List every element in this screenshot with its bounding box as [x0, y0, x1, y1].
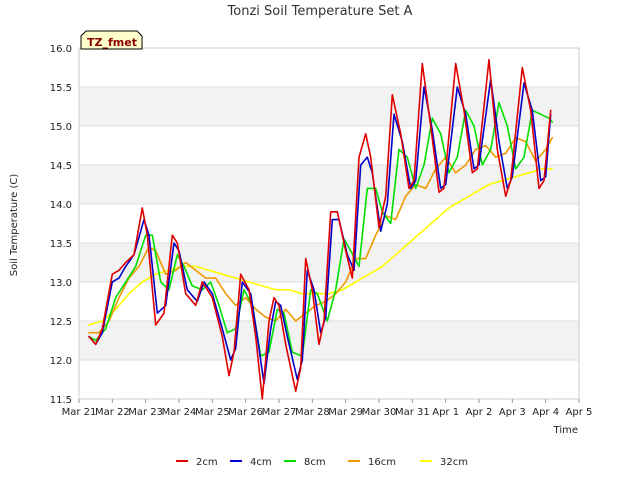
plot-band: [79, 321, 579, 360]
x-tick-label: Mar 28: [295, 407, 330, 418]
series-layer: [88, 58, 554, 400]
y-tick-label: 13.0: [50, 278, 72, 289]
y-tick-label: 15.5: [50, 83, 72, 94]
x-tick-label: Mar 31: [395, 407, 430, 418]
y-tick-label: 12.0: [50, 356, 72, 367]
x-tick-label: Mar 25: [195, 407, 230, 418]
site-label-text: TZ_fmet: [87, 36, 137, 49]
x-tick-label: Mar 27: [262, 407, 297, 418]
x-axis-label: Time: [553, 425, 578, 436]
plot-band: [79, 165, 579, 204]
y-tick-label: 16.0: [50, 44, 72, 55]
x-tick-label: Mar 21: [62, 407, 97, 418]
x-tick-label: Mar 26: [228, 407, 263, 418]
legend-label-4cm: 4cm: [250, 457, 272, 468]
legend-label-8cm: 8cm: [304, 457, 326, 468]
site-label-shape: [80, 30, 143, 50]
x-tick-label: Mar 29: [328, 407, 363, 418]
x-tick-label: Mar 23: [128, 407, 163, 418]
plot-frame: [78, 47, 580, 400]
legend-label-32cm: 32cm: [440, 457, 468, 468]
site-label-box: TZ_fmet: [80, 30, 143, 50]
y-axis-label: Soil Temperature (C): [9, 174, 20, 277]
chart-title: Tonzi Soil Temperature Set A: [227, 4, 413, 19]
y-axis-ticks: 11.5 12.0 12.5 13.0 13.5 14.0 14.5 15.0 15.5 16.0: [50, 44, 72, 406]
plot-band: [79, 87, 579, 126]
x-tick-label: Apr 4: [532, 407, 559, 418]
y-tick-label: 14.0: [50, 200, 72, 211]
x-tick-label: Apr 3: [499, 407, 526, 418]
legend: 2cm 4cm 8cm 16cm 32cm: [176, 457, 468, 468]
series-line-2cm: [88, 58, 552, 400]
x-tick-label: Apr 1: [432, 407, 459, 418]
legend-label-2cm: 2cm: [196, 457, 218, 468]
y-tick-label: 11.5: [50, 395, 72, 406]
x-tick-label: Apr 2: [466, 407, 493, 418]
x-tick-label: Apr 5: [566, 407, 593, 418]
series-line-4cm: [88, 78, 552, 385]
x-tick-label: Mar 30: [362, 407, 397, 418]
plot-background-bands: [79, 87, 579, 360]
y-tick-label: 13.5: [50, 239, 72, 250]
y-tick-label: 12.5: [50, 317, 72, 328]
legend-label-16cm: 16cm: [368, 457, 396, 468]
y-tick-label: 14.5: [50, 161, 72, 172]
x-tick-label: Mar 22: [95, 407, 130, 418]
y-tick-label: 15.0: [50, 122, 72, 133]
series-line-32cm: [88, 168, 554, 326]
x-tick-label: Mar 24: [162, 407, 197, 418]
